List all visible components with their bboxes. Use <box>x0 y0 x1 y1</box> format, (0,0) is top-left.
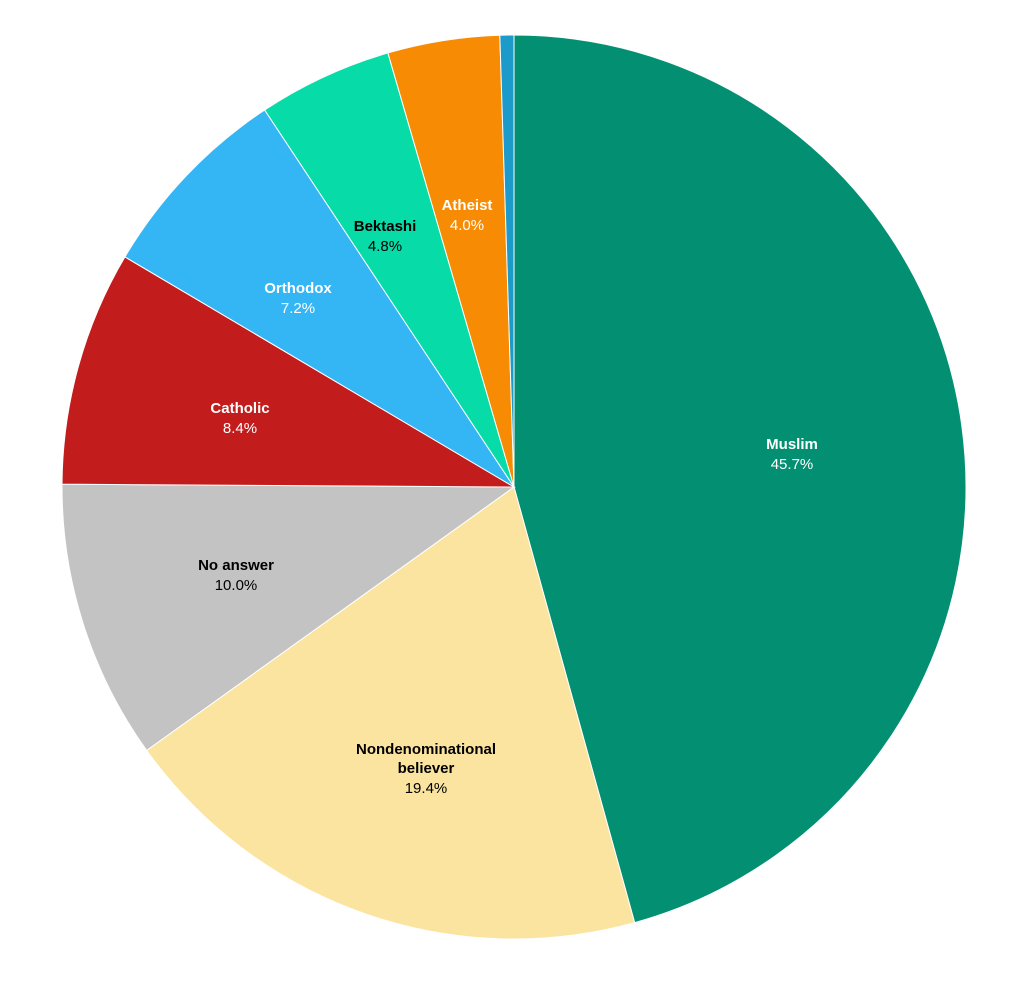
pie-slice-no-answer <box>61 483 516 752</box>
pie-slices <box>61 34 967 940</box>
slice-label-no-answer: No answer <box>198 557 274 574</box>
slice-label-nondenominational-believer-line-2: believer <box>398 760 455 777</box>
pie-slice-unlabeled <box>499 34 515 488</box>
pie-labels: Muslim 45.7% Nondenominational believer 19.4… <box>198 197 818 797</box>
slice-value-catholic: 8.4% <box>223 420 257 437</box>
slice-value-nondenominational-believer: 19.4% <box>405 780 448 797</box>
slice-value-muslim: 45.7% <box>771 456 814 473</box>
slice-label-nondenominational-believer-line-1: Nondenominational <box>356 741 496 758</box>
slice-label-orthodox: Orthodox <box>264 280 332 297</box>
pie-slice-nondenominational-believer <box>145 486 636 940</box>
slice-value-orthodox: 7.2% <box>281 300 315 317</box>
pie-slice-orthodox <box>124 109 515 488</box>
slice-label-atheist: Atheist <box>442 197 493 214</box>
pie-slice-muslim <box>513 34 967 924</box>
slice-label-bektashi: Bektashi <box>354 218 417 235</box>
pie-slice-catholic <box>61 256 516 488</box>
slice-label-catholic: Catholic <box>210 400 269 417</box>
slice-value-bektashi: 4.8% <box>368 238 402 255</box>
slice-value-no-answer: 10.0% <box>215 577 258 594</box>
slice-label-muslim: Muslim <box>766 436 818 453</box>
slice-value-atheist: 4.0% <box>450 217 484 234</box>
